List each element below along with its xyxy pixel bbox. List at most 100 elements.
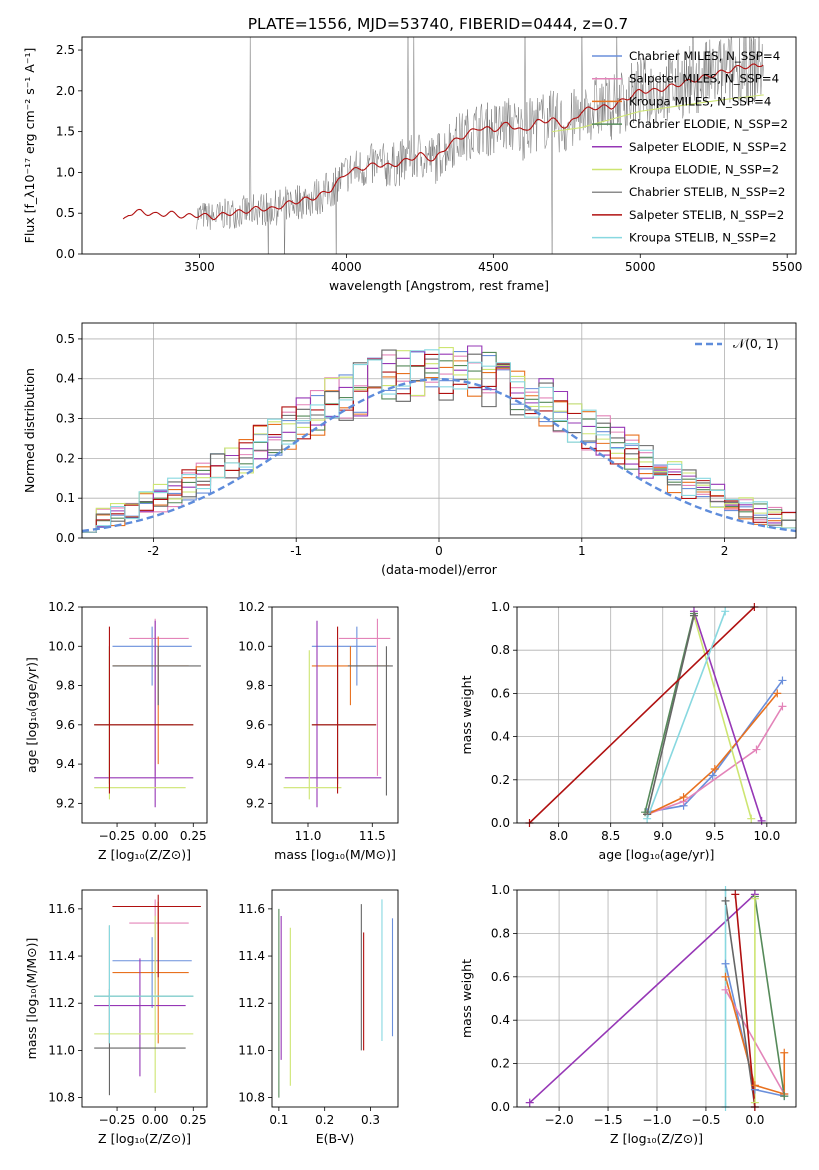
- panel-residuals: -2 -1 0 1 2 0.0 0.1 0.2 0.3 0.4 0.5 (data-model)/er…: [22, 322, 797, 577]
- y-axis-label: mass weight: [459, 675, 474, 754]
- y-tick-label: 9.2: [246, 796, 265, 810]
- y-tick-label: 11.4: [48, 949, 75, 963]
- x-tick-label: −1.0: [642, 1113, 671, 1127]
- axes-frame: [516, 889, 797, 1108]
- y-tick-label: 10.0: [48, 639, 75, 653]
- axes-frame: [271, 606, 399, 824]
- histogram-series: [82, 349, 796, 533]
- y-tick-label: 10.2: [48, 600, 75, 614]
- x-tick-label: 0.1: [269, 1113, 288, 1127]
- axes-frame: [81, 889, 208, 1108]
- legend-entry: Kroupa ELODIE, N_SSP=2: [629, 163, 779, 177]
- mass-weight-marker: [710, 765, 719, 773]
- y-tick-label: 11.2: [238, 996, 265, 1010]
- y-tick-label: 0.2: [56, 451, 75, 465]
- y-tick-label: 1.0: [491, 883, 510, 897]
- plot-area-massweight-vs-Z: [517, 890, 796, 1107]
- y-tick-label: 0.6: [491, 970, 510, 984]
- panel-spectrum: 3500 4000 4500 5000 5500 0.0 0.5 1.0 1.5 2.0 2.5 wa…: [22, 36, 803, 293]
- x-axis-label: Z [log₁₀(Z/Z⊙)]: [610, 1131, 703, 1146]
- legend-entry: 𝒩(0, 1): [733, 336, 779, 351]
- y-tick-label: 0.5: [56, 206, 75, 220]
- y-tick-label: 11.4: [238, 949, 265, 963]
- y-tick-label: 0.4: [491, 730, 510, 744]
- mass-weight-marker: [731, 890, 740, 899]
- mass-weight-line: [724, 900, 756, 1107]
- mass-weight-marker: [525, 1098, 534, 1107]
- y-tick-label: 11.0: [48, 1043, 75, 1057]
- y-tick-label: 0.5: [56, 332, 75, 346]
- y-axis-label: mass weight: [459, 959, 474, 1038]
- x-tick-label: 3500: [184, 260, 215, 274]
- y-tick-label: 0.0: [56, 247, 75, 261]
- mass-weight-marker: [750, 1081, 759, 1090]
- mass-weight-marker: [721, 985, 730, 994]
- mass-weight-line: [646, 692, 778, 816]
- legend-entry: Chabrier MILES, N_SSP=4: [629, 49, 780, 63]
- mass-weight-line: [646, 615, 695, 815]
- x-tick-label: 2: [721, 544, 729, 558]
- mass-weight-line: [644, 613, 695, 813]
- x-tick-label: 0.3: [361, 1113, 380, 1127]
- x-tick-label: 9.5: [705, 829, 724, 843]
- mass-weight-marker: [721, 959, 730, 968]
- y-tick-label: 11.0: [238, 1043, 265, 1057]
- mass-weight-line: [646, 705, 784, 816]
- axes-frame: [81, 606, 208, 824]
- y-tick-label: 9.4: [56, 757, 75, 771]
- y-tick-label: 10.8: [238, 1091, 265, 1105]
- x-axis-label: Z [log₁₀(Z/Z⊙)]: [98, 847, 191, 862]
- x-tick-label: -2: [147, 544, 159, 558]
- x-axis-label: Z [log₁₀(Z/Z⊙)]: [98, 1131, 191, 1146]
- axes-frame: [271, 889, 399, 1108]
- y-tick-label: 2.5: [56, 43, 75, 57]
- y-tick-label: 11.6: [238, 902, 265, 916]
- mass-weight-line: [724, 976, 786, 1096]
- x-axis-label: (data-model)/error: [381, 562, 498, 577]
- figure-title: PLATE=1556, MJD=53740, FIBERID=0444, z=0…: [248, 15, 629, 33]
- y-tick-label: 0.0: [491, 816, 510, 830]
- model-curve: [122, 63, 764, 221]
- x-tick-label: 0: [435, 544, 443, 558]
- y-tick-label: 0.0: [491, 1100, 510, 1114]
- legend-entry: Salpeter ELODIE, N_SSP=2: [629, 140, 787, 154]
- mass-weight-line: [754, 896, 786, 1097]
- mass-weight-marker: [752, 745, 761, 754]
- plot-area-mass-vs-ebv: [278, 899, 394, 1098]
- mass-weight-line: [646, 611, 726, 819]
- plot-area-spectrum: [122, 37, 764, 254]
- mass-weight-marker: [708, 771, 717, 780]
- x-tick-label: 5500: [772, 260, 803, 274]
- mass-weight-marker: [780, 1092, 789, 1101]
- x-tick-label: −0.5: [691, 1113, 720, 1127]
- y-tick-label: 9.8: [246, 679, 265, 693]
- x-tick-label: 0.25: [180, 829, 207, 843]
- panel-mass-vs-ebv: 0.1 0.2 0.3 10.8 11.0 11.2 11.4 11.6 E(B-V): [238, 889, 399, 1146]
- mass-weight-marker: [747, 814, 756, 823]
- y-tick-label: 10.8: [48, 1091, 75, 1105]
- y-tick-label: 1.5: [56, 125, 75, 139]
- x-tick-label: 8.5: [601, 829, 620, 843]
- plot-area-age-vs-mass: [283, 618, 393, 808]
- y-tick-label: 2.0: [56, 84, 75, 98]
- legend-entry: Salpeter STELIB, N_SSP=2: [629, 208, 784, 222]
- plot-area-residuals: [82, 323, 796, 538]
- panel-massweight-vs-Z: −2.0 −1.5 −1.0 −0.5 0.0 0.0 0.2 0.4 0.6 0.8 1.0 Z […: [459, 883, 797, 1146]
- axes-frame: [516, 606, 797, 824]
- mass-weight-marker: [689, 611, 698, 620]
- y-tick-label: 0.0: [56, 531, 75, 545]
- x-tick-label: -1: [290, 544, 302, 558]
- x-tick-label: 9.0: [653, 829, 672, 843]
- x-tick-label: 0.0: [745, 1113, 764, 1127]
- x-tick-label: 1: [578, 544, 586, 558]
- x-tick-label: 11.0: [295, 829, 322, 843]
- x-tick-label: 5000: [625, 260, 656, 274]
- x-tick-label: −2.0: [545, 1113, 574, 1127]
- mass-weight-line: [693, 611, 763, 822]
- elodie-model-curve: [552, 94, 764, 133]
- mass-weight-line: [529, 893, 756, 1104]
- y-tick-label: 9.6: [246, 718, 265, 732]
- y-axis-label: age [log₁₀(age/yr)]: [24, 657, 39, 773]
- plot-area-massweight-vs-age: [517, 607, 796, 823]
